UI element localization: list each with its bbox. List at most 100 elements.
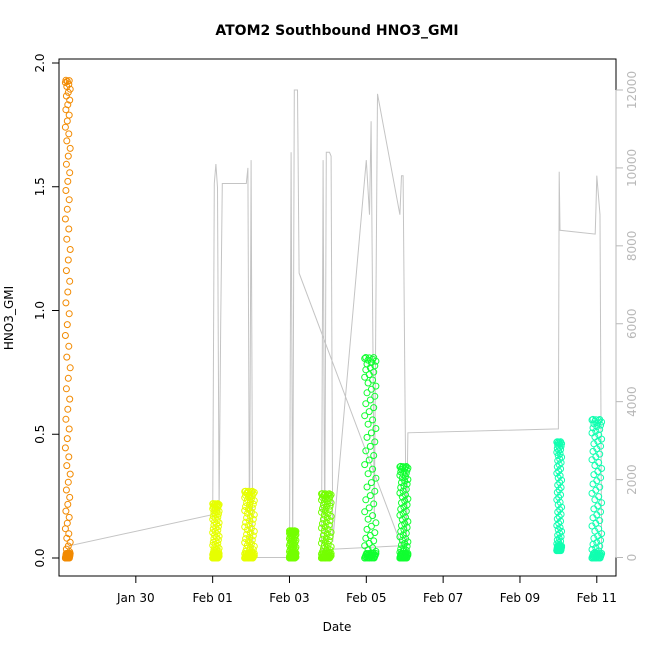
data-point: [327, 550, 335, 557]
data-point: [65, 453, 73, 461]
data-point: [367, 429, 375, 437]
y-tick-label: 1.0: [33, 301, 47, 320]
data-point: [64, 177, 72, 185]
data-point: [63, 137, 71, 145]
data-point: [398, 479, 405, 486]
data-point: [554, 457, 562, 465]
data-point: [364, 420, 372, 428]
data-point: [65, 77, 73, 85]
data-point: [589, 415, 597, 423]
data-point: [363, 433, 371, 441]
data-point: [66, 144, 74, 152]
x-tick-label: Feb 03: [269, 591, 309, 605]
data-point: [243, 514, 251, 522]
data-point: [558, 453, 566, 461]
data-point: [62, 385, 70, 393]
y2-tick-label: 2000: [625, 464, 639, 495]
data-point: [65, 310, 73, 318]
data-point: [64, 374, 72, 382]
data-point: [66, 550, 74, 557]
data-point: [209, 500, 217, 508]
data-point: [319, 505, 326, 512]
data-point: [63, 353, 71, 361]
data-point: [369, 512, 377, 520]
y2-tick-label: 6000: [625, 308, 639, 339]
data-point: [64, 478, 72, 486]
data-point: [596, 450, 604, 458]
data-point: [366, 442, 374, 450]
data-point: [589, 480, 597, 488]
data-point: [287, 528, 295, 536]
data-point: [325, 490, 333, 498]
data-point: [318, 508, 325, 516]
data-point: [554, 474, 562, 482]
data-point: [363, 389, 371, 397]
data-point: [66, 470, 74, 478]
data-point: [65, 425, 73, 433]
data-point: [371, 438, 379, 446]
data-point: [63, 117, 71, 125]
data-point: [598, 465, 606, 472]
data-point: [66, 538, 74, 546]
data-point: [372, 550, 380, 557]
data-point: [361, 373, 369, 381]
x-tick-label: Feb 11: [577, 591, 617, 605]
data-point: [66, 493, 74, 501]
data-point: [592, 416, 600, 424]
data-point: [556, 455, 564, 463]
plot-frame: [58, 58, 617, 577]
data-point: [404, 550, 412, 557]
data-point: [250, 550, 258, 557]
data-point: [365, 504, 373, 512]
x-tick-label: Feb 05: [346, 591, 386, 605]
data-point: [596, 483, 604, 491]
data-point: [370, 452, 378, 459]
data-point: [590, 534, 598, 542]
data-point: [61, 215, 69, 223]
data-point: [64, 101, 72, 109]
data-point: [63, 519, 71, 527]
data-point: [65, 530, 73, 538]
data-point: [399, 463, 407, 471]
data-point: [596, 517, 604, 525]
data-point: [553, 469, 561, 477]
data-point: [365, 408, 373, 416]
y2-tick-label: 12000: [625, 71, 639, 109]
data-point: [291, 527, 299, 535]
data-point: [597, 474, 605, 482]
data-point: [364, 470, 372, 478]
x-tick-label: Feb 09: [500, 591, 540, 605]
data-point: [62, 507, 70, 515]
data-point: [361, 412, 369, 420]
data-point: [66, 246, 74, 253]
data-point: [597, 508, 605, 516]
y2-tick-label: 0: [625, 554, 639, 562]
data-point: [64, 542, 72, 550]
data-point: [63, 462, 71, 470]
data-point: [288, 527, 296, 535]
data-point: [66, 277, 74, 285]
data-point: [598, 550, 606, 557]
data-point: [319, 531, 327, 539]
data-point: [362, 496, 370, 504]
y2-tick-label: 4000: [625, 386, 639, 417]
data-point: [62, 415, 70, 423]
data-point: [589, 424, 597, 432]
data-point: [62, 299, 70, 307]
y-tick-label: 0.5: [33, 425, 47, 444]
data-point: [64, 288, 72, 296]
data-point: [372, 519, 380, 527]
data-point: [215, 550, 223, 557]
data-point: [319, 490, 326, 498]
data-point: [361, 461, 369, 469]
data-point: [371, 392, 379, 400]
data-point: [555, 519, 563, 527]
data-point: [242, 535, 250, 543]
data-point: [66, 364, 74, 372]
data-point: [370, 404, 378, 412]
data-point: [61, 123, 69, 131]
y2-tick-label: 8000: [625, 231, 639, 262]
data-point: [319, 520, 326, 528]
data-point: [65, 225, 73, 233]
